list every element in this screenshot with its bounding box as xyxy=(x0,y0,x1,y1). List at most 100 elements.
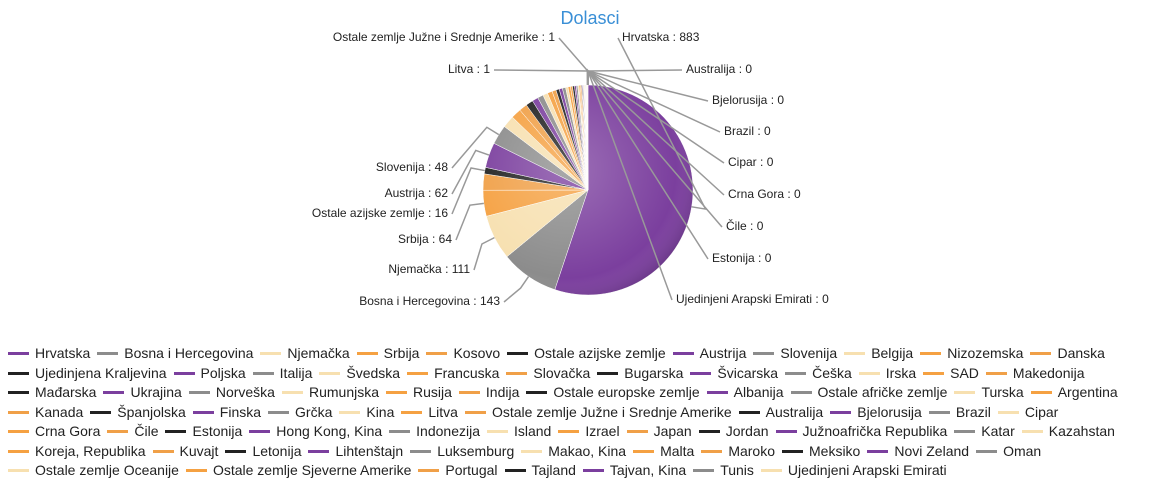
legend-item[interactable]: Makedonija xyxy=(985,364,1085,384)
legend-item[interactable]: Japan xyxy=(626,422,692,442)
legend-item[interactable]: Italija xyxy=(252,364,312,384)
legend-item[interactable]: Belgija xyxy=(844,344,913,364)
legend-label: Češka xyxy=(812,364,852,381)
legend-item[interactable]: Crna Gora xyxy=(8,422,100,442)
legend-item[interactable]: Slovačka xyxy=(506,364,590,384)
legend-item[interactable]: Grčka xyxy=(268,403,332,423)
legend-item[interactable]: Island xyxy=(486,422,551,442)
legend-item[interactable]: Ostale zemlje Oceanije xyxy=(8,461,179,481)
legend-item[interactable]: Bosna i Hercegovina xyxy=(97,344,253,364)
legend-item[interactable]: Ostale azijske zemlje xyxy=(507,344,666,364)
legend-item[interactable]: Hong Kong, Kina xyxy=(249,422,382,442)
label-name: Čile xyxy=(726,218,747,233)
legend-label: Koreja, Republika xyxy=(35,442,146,459)
legend-item[interactable]: Kuvajt xyxy=(152,442,218,462)
legend-item[interactable]: Hrvatska xyxy=(8,344,90,364)
legend-item[interactable]: Kazahstan xyxy=(1021,422,1115,442)
legend-item[interactable]: Finska xyxy=(192,403,261,423)
legend-item[interactable]: Tajland xyxy=(504,461,576,481)
legend-item[interactable]: Kosovo xyxy=(426,344,500,364)
legend-item[interactable]: Rusija xyxy=(386,383,452,403)
label-sep: : xyxy=(669,30,679,44)
legend-item[interactable]: Ujedinjeni Arapski Emirati xyxy=(760,461,947,481)
legend-item[interactable]: Bjelorusija xyxy=(830,403,922,423)
legend-swatch xyxy=(775,430,797,434)
legend-item[interactable]: Norveška xyxy=(188,383,275,403)
label-value: 143 xyxy=(480,294,500,308)
legend-item[interactable]: Rumunjska xyxy=(281,383,379,403)
legend-label: Meksiko xyxy=(809,442,861,459)
legend-item[interactable]: Ostale afričke zemlje xyxy=(790,383,947,403)
legend-item[interactable]: Makao, Kina xyxy=(521,442,626,462)
legend-swatch xyxy=(920,352,942,356)
legend-item[interactable]: Kanada xyxy=(8,403,83,423)
legend-item[interactable]: Cipar xyxy=(997,403,1058,423)
legend-item[interactable]: Indonezija xyxy=(389,422,480,442)
legend-item[interactable]: Letonija xyxy=(225,442,301,462)
legend-item[interactable]: Ukrajina xyxy=(103,383,182,403)
legend-item[interactable]: Srbija xyxy=(356,344,419,364)
legend-item[interactable]: Slovenija xyxy=(753,344,837,364)
legend-swatch xyxy=(165,430,187,434)
legend-label: Ostale europske zemlje xyxy=(553,384,700,400)
legend-item[interactable]: Indija xyxy=(458,383,519,403)
legend-item[interactable]: Švedska xyxy=(319,364,400,384)
legend-item[interactable]: Poljska xyxy=(173,364,246,384)
legend-item[interactable]: Južnoafrička Republika xyxy=(775,422,947,442)
legend-item[interactable]: Češka xyxy=(785,364,852,384)
legend-item[interactable]: Jordan xyxy=(698,422,769,442)
legend-label: Kazahstan xyxy=(1048,423,1115,439)
legend-item[interactable]: Albanija xyxy=(706,383,784,403)
label-value: 1 xyxy=(548,30,555,44)
legend-item[interactable]: Austrija xyxy=(672,344,746,364)
legend-swatch xyxy=(458,391,480,395)
legend-item[interactable]: Nizozemska xyxy=(920,344,1023,364)
legend-item[interactable]: Bugarska xyxy=(597,364,683,384)
legend-item[interactable]: Tunis xyxy=(693,461,754,481)
legend-item[interactable]: SAD xyxy=(923,364,979,384)
legend-label: Tajland xyxy=(531,462,576,478)
legend-item[interactable]: Malta xyxy=(633,442,694,462)
legend-item[interactable]: Švicarska xyxy=(690,364,778,384)
legend-swatch xyxy=(308,449,330,453)
label-value: 16 xyxy=(435,206,449,220)
legend-item[interactable]: Katar xyxy=(954,422,1015,442)
legend-label: Španjolska xyxy=(117,403,186,420)
legend-item[interactable]: Njemačka xyxy=(260,344,350,364)
legend-label: Slovačka xyxy=(533,364,591,381)
legend-item[interactable]: Ostale zemlje Sjeverne Amerike xyxy=(185,461,411,481)
legend-item[interactable]: Tajvan, Kina xyxy=(582,461,686,481)
legend-item[interactable]: Ostale zemlje Južne i Srednje Amerike xyxy=(464,403,732,423)
legend-item[interactable]: Čile xyxy=(107,422,158,442)
legend-item[interactable]: Irska xyxy=(858,364,916,384)
legend-item[interactable]: Turska xyxy=(954,383,1024,403)
legend-swatch xyxy=(173,371,195,375)
legend-item[interactable]: Kina xyxy=(339,403,394,423)
legend-swatch xyxy=(192,410,214,414)
legend-item[interactable]: Danska xyxy=(1030,344,1105,364)
legend-item[interactable]: Australija xyxy=(738,403,823,423)
legend-swatch xyxy=(785,371,807,375)
legend-item[interactable]: Argentina xyxy=(1030,383,1118,403)
legend-item[interactable]: Estonija xyxy=(165,422,242,442)
legend-item[interactable]: Luksemburg xyxy=(410,442,514,462)
legend-item[interactable]: Francuska xyxy=(407,364,499,384)
legend-swatch xyxy=(976,449,998,453)
legend-swatch xyxy=(188,391,210,395)
legend-item[interactable]: Koreja, Republika xyxy=(8,442,146,462)
legend-item[interactable]: Ostale europske zemlje xyxy=(526,383,700,403)
legend-item[interactable]: Novi Zeland xyxy=(867,442,969,462)
legend-item[interactable]: Meksiko xyxy=(782,442,860,462)
legend-item[interactable]: Izrael xyxy=(558,422,620,442)
legend-item[interactable]: Španjolska xyxy=(90,403,186,423)
legend-item[interactable]: Maroko xyxy=(701,442,775,462)
legend-item[interactable]: Oman xyxy=(976,442,1041,462)
legend-item[interactable]: Portugal xyxy=(418,461,498,481)
legend-item[interactable]: Brazil xyxy=(928,403,991,423)
legend-item[interactable]: Ujedinjena Kraljevina xyxy=(8,364,167,384)
legend-item[interactable]: Litva xyxy=(401,403,458,423)
legend-label: Ujedinjena Kraljevina xyxy=(35,364,167,381)
legend-item[interactable]: Lihtenštajn xyxy=(308,442,403,462)
legend-item[interactable]: Mađarska xyxy=(8,383,96,403)
